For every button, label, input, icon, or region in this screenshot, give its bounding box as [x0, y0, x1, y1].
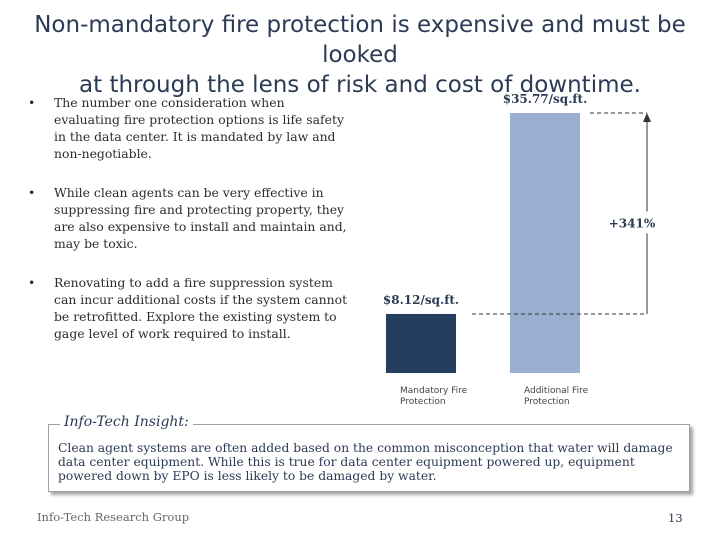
bullet-item: • While clean agents can be very effecti… — [28, 184, 348, 252]
bullet-item: • Renovating to add a fire suppression s… — [28, 274, 348, 342]
bar-additional — [510, 113, 580, 373]
increase-arrow-head — [643, 113, 651, 122]
annotation-box — [603, 211, 661, 234]
category-label: Protection — [524, 397, 570, 407]
footer-company: Info-Tech Research Group — [37, 510, 190, 524]
bullet-item: • The number one consideration when eval… — [28, 94, 348, 162]
data-label: $35.77/sq.ft. — [503, 92, 588, 106]
cost-bar-chart: $8.12/sq.ft.Mandatory FireProtection$35.… — [383, 92, 661, 407]
bullet-dot: • — [28, 275, 36, 290]
insight-box — [48, 424, 690, 492]
category-label: Additional Fire — [524, 386, 589, 396]
data-label: $8.12/sq.ft. — [383, 293, 459, 307]
bullet-list: • The number one consideration when eval… — [28, 94, 348, 364]
bullet-text: While clean agents can be very effective… — [54, 185, 347, 251]
category-label: Protection — [400, 397, 446, 407]
bullet-dot: • — [28, 185, 36, 200]
insight-label: Info-Tech Insight: — [60, 414, 193, 430]
increase-annotation: +341% — [609, 216, 656, 230]
slide-title-line2: at through the lens of risk and cost of … — [79, 72, 641, 98]
bar-mandatory — [386, 313, 456, 373]
slide-title-line1: Non-mandatory fire protection is expensi… — [34, 12, 686, 68]
category-label: Mandatory Fire — [400, 386, 468, 396]
insight-text: Clean agent systems are often added base… — [58, 441, 673, 483]
bullet-dot: • — [28, 95, 36, 110]
slide-title: Non-mandatory fire protection is expensi… — [10, 10, 710, 100]
bullet-text: Renovating to add a fire suppression sys… — [54, 275, 348, 341]
bullet-text: The number one consideration when evalua… — [54, 95, 344, 161]
page-number: 13 — [668, 511, 683, 525]
